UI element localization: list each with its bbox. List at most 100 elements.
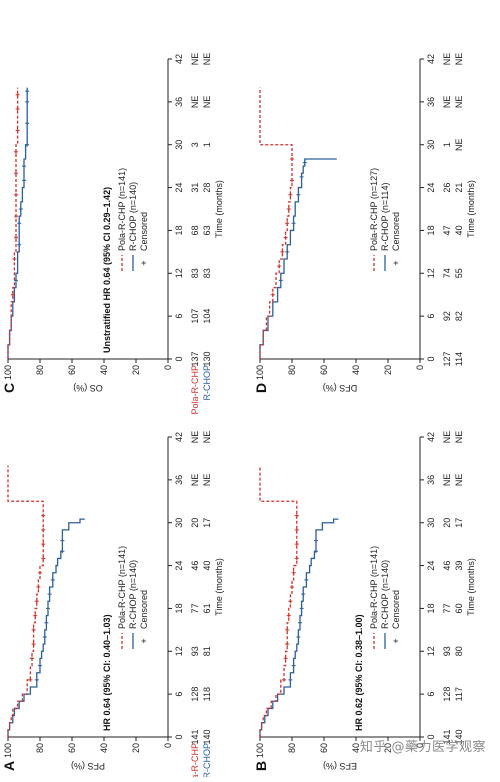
censor-mark-pola [15,107,20,111]
censor-mark-pola [41,556,46,561]
x-tick-label: 24 [426,561,436,571]
at-risk-pola: 93 [442,646,452,656]
censor-mark-pola [270,292,275,297]
at-risk-pola: NE [190,431,200,444]
x-tick-label: 24 [174,561,184,571]
hazard-ratio: Unstratified HR 0.64 (95% CI 0.29–1.42) [102,187,112,353]
at-risk-rchop: 17 [202,518,212,528]
censor-mark-rchop [304,577,309,582]
y-tick-label: 60 [319,743,329,753]
censor-mark-rchop [42,635,47,639]
at-risk-pola: 127 [442,351,452,366]
censor-mark-pola [14,192,18,197]
x-tick-label: 42 [426,432,436,442]
legend-pola-label: Pola-R-CHP (n=141) [117,546,127,629]
at-risk-rchop: 17 [454,518,464,528]
censor-mark-rchop [22,164,26,169]
at-risk-rchop: 55 [454,268,464,278]
hazard-ratio: HR 0.62 (95% CI: 0.38–1.00) [354,614,364,731]
x-tick-label: 24 [426,183,436,193]
watermark: 知乎 @藥力医学观察 [359,740,486,755]
censor-mark-pola [14,235,18,240]
pola-curve [7,465,44,737]
at-risk-rchop: NE [454,431,464,444]
at-risk-pola: 77 [442,603,452,613]
at-risk-pola: 26 [442,183,452,193]
censor-mark-pola [41,527,46,532]
at-risk-pola: 107 [190,309,200,324]
censor-mark-pola [34,599,39,604]
at-risk-pola: 137 [190,351,200,366]
legend-censored-label: Censored [391,212,401,251]
pola-curve [259,87,293,359]
censor-mark-rchop [50,577,55,582]
y-tick-label: 60 [67,743,77,753]
at-risk-pola: 20 [442,518,452,528]
at-risk-rchop: NE [454,474,464,487]
legend-censored-label: Censored [391,590,401,629]
x-tick-label: 6 [426,314,436,319]
at-risk-pola: 77 [190,603,200,613]
at-risk-pola: 128 [190,687,200,702]
at-risk-rchop: 40 [202,561,212,571]
legend-pola-label: Pola-R-CHP (n=141) [117,168,127,251]
censor-mark-rchop [299,174,304,179]
censor-mark-pola [294,527,299,532]
x-tick-label: 36 [174,97,184,107]
censor-mark-rchop [296,192,301,197]
pola-curve [259,465,298,737]
at-risk-pola: 31 [190,183,200,193]
censor-mark-pola [10,292,15,297]
at-risk-rchop: NE [454,96,464,109]
censor-mark-pola [15,128,20,133]
censor-mark-pola [290,157,294,161]
censor-mark-pola [280,249,285,254]
y-axis-label: PFS (%) [71,761,105,771]
y-tick-label: 100 [255,365,265,380]
y-tick-label: 40 [351,743,361,753]
censor-mark-pola [290,178,294,183]
at-risk-pola: 47 [442,225,452,235]
censor-mark-pola [14,149,18,154]
at-risk-rchop: 114 [454,352,464,366]
at-risk-rchop: NE [454,53,464,66]
censor-mark-rchop [60,549,65,554]
x-tick-label: 30 [426,518,436,528]
hazard-ratio: HR 0.64 (95% CI: 0.40–1.03) [102,614,112,731]
pola-curve [7,87,19,359]
censor-mark-pola [291,570,296,575]
x-tick-label: 42 [174,432,184,442]
panel-a: A 0 20 40 60 80 100 PFS (%) 0 6 12 18 24 30 36 42 141 140… [1,431,224,782]
x-tick-label: 12 [174,646,184,656]
at-risk-pola: 83 [190,268,200,278]
panel-letter: B [253,761,269,771]
at-risk-pola: 3 [190,142,200,147]
at-risk-rchop: NE [454,138,464,151]
x-tick-label: 12 [426,646,436,656]
panel-b: B 0 20 40 60 80 100 EFS (%) 0 6 12 18 24 30 36 42 141 140… [253,431,476,771]
panel-d: D 0 20 40 60 80 100 DFS (%) 0 6 12 18 24 30 36 42 127 114… [253,53,476,393]
censor-mark-rchop [22,178,26,183]
at-risk-row-label: R-CHOP [202,743,212,777]
y-axis-label: EFS (%) [323,761,357,771]
at-risk-rchop: 63 [202,225,212,235]
censor-mark-pola [285,221,290,226]
y-tick-label: 80 [287,743,297,753]
at-risk-pola: NE [190,53,200,66]
censor-mark-pola [14,171,18,176]
censor-mark-pola [286,613,291,618]
y-tick-label: 80 [287,365,297,375]
x-tick-label: 18 [174,603,184,613]
rchop-curve [7,518,85,737]
censor-mark-pola [12,257,17,261]
censor-mark-rchop [17,242,22,247]
censor-mark-pola [285,642,290,647]
censor-mark-pola [31,642,36,647]
at-risk-pola: 46 [190,561,200,571]
panel-letter: A [1,761,17,771]
censor-mark-pola [33,613,38,618]
y-axis-label: DFS (%) [323,383,358,393]
legend-pola-label: Pola-R-CHP (n=127) [369,168,379,251]
at-risk-row-label: R-CHOP [202,365,212,401]
